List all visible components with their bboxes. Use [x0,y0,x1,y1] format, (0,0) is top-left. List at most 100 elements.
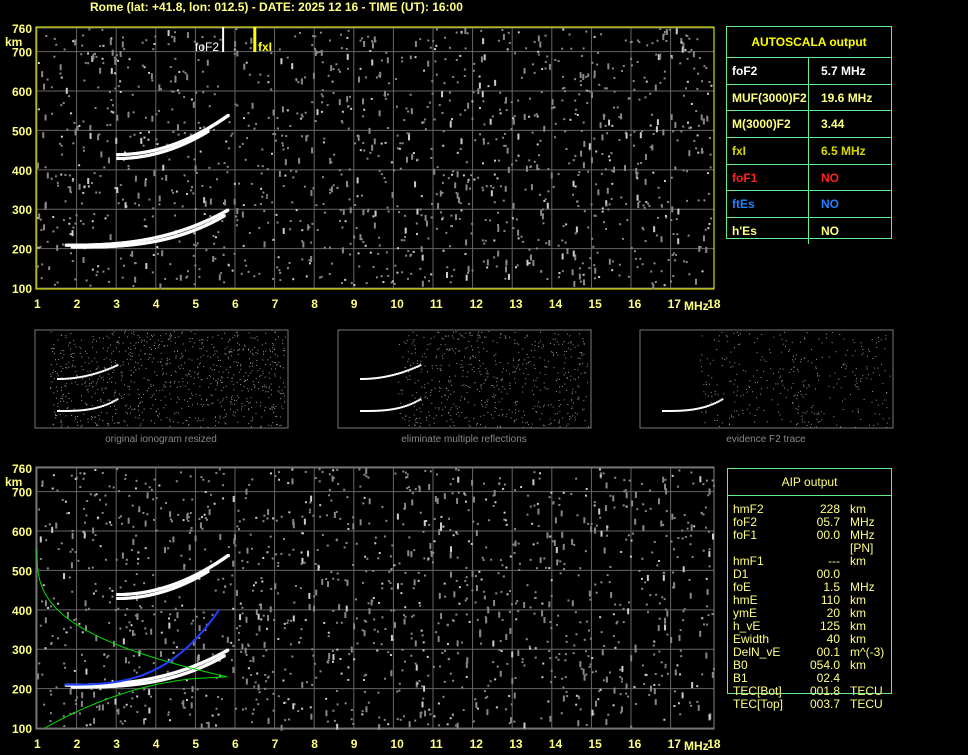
noise-dot [239,602,242,605]
noise-dot [255,698,258,701]
noise-dot [662,129,665,136]
noise-dot [660,204,663,207]
noise-dot [598,468,601,471]
noise-dot [98,498,101,501]
noise-dot [197,59,200,62]
x-tick-label: 1 [34,297,41,311]
thumbnail-dot [141,411,143,413]
noise-dot [170,90,173,93]
noise-dot [298,157,301,164]
thumbnail-dot [226,396,228,398]
noise-dot [666,672,669,675]
noise-dot [66,512,69,515]
x-tick-label: 2 [74,297,81,311]
noise-dot [443,493,446,500]
thumbnail-dot [572,344,574,346]
noise-dot [83,79,86,82]
thumbnail-dot [111,376,113,378]
thumbnail-dot [282,408,284,410]
noise-dot [639,257,642,260]
noise-dot [260,618,263,621]
noise-dot [628,97,631,100]
noise-dot [649,92,652,95]
noise-dot [127,111,130,118]
noise-dot [109,234,112,241]
noise-dot [427,558,430,561]
noise-dot [627,275,630,278]
thumbnail-dot [90,416,92,418]
thumbnail-dot [243,415,245,417]
noise-dot [655,53,658,56]
noise-dot [418,486,421,493]
thumbnail-dot [583,399,585,401]
noise-dot [283,622,286,625]
thumbnail-dot [134,366,136,368]
thumbnail-trace [94,406,97,409]
x-tick-label: 14 [549,737,563,751]
noise-dot [390,587,393,590]
noise-dot [301,557,304,564]
noise-dot [259,203,262,206]
noise-dot [565,640,568,643]
noise-dot [259,73,262,76]
noise-dot [207,505,210,508]
noise-dot [444,36,447,39]
thumbnail-dot [469,387,471,389]
noise-dot [601,210,604,213]
thumbnail-dot [436,355,438,357]
noise-dot [245,264,248,267]
thumbnail-dot [414,382,416,384]
noise-dot [629,555,632,558]
noise-dot [257,81,260,84]
thumbnail-dot [61,424,63,426]
thumbnail-trace [82,409,85,412]
thumbnail-dot [222,371,224,373]
noise-dot [227,546,230,549]
noise-dot [186,32,189,39]
noise-dot [115,558,118,561]
noise-dot [679,713,682,716]
noise-dot [546,532,549,539]
noise-dot [602,679,605,682]
y-tick-label: 200 [12,683,32,697]
thumbnail-dot [188,389,190,391]
noise-dot [195,244,198,247]
noise-dot [513,720,516,723]
noise-dot [317,566,320,569]
noise-dot [473,178,476,181]
noise-dot [247,644,250,647]
noise-dot [121,41,124,48]
thumbnail-dot [102,347,104,349]
thumbnail-dot [100,400,102,402]
noise-dot [283,538,286,541]
thumbnail-dot [159,344,161,346]
noise-dot [419,38,422,41]
thumbnail-dot [227,341,229,343]
thumbnail-dot [479,424,481,426]
noise-dot [60,135,63,138]
thumbnail-dot [160,352,162,354]
thumbnail-dot [81,365,83,367]
noise-dot [81,631,84,634]
noise-dot [138,509,141,512]
noise-dot [312,187,315,190]
noise-dot [664,663,667,666]
noise-dot [294,584,297,587]
thumbnail-dot [103,402,105,404]
noise-dot [72,226,75,229]
noise-dot [508,722,511,725]
noise-dot [407,250,410,253]
thumbnail-dot [115,413,117,415]
thumbnail-dot [570,348,572,350]
noise-dot [427,39,430,42]
noise-dot [644,96,647,99]
noise-dot [269,472,272,475]
thumbnail-dot [224,409,226,411]
noise-dot [474,139,477,142]
noise-dot [536,143,539,146]
noise-dot [262,655,265,658]
noise-dot [618,263,621,266]
noise-dot [119,586,122,589]
noise-dot [242,204,245,207]
noise-dot [236,104,239,107]
